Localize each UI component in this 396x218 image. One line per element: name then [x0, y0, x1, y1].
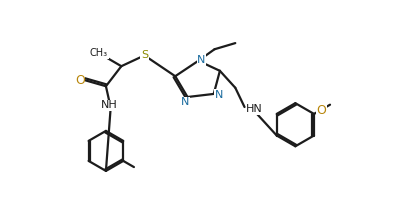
- Text: S: S: [141, 50, 148, 60]
- Text: HN: HN: [246, 104, 263, 114]
- Text: N: N: [181, 97, 189, 107]
- Text: N: N: [215, 90, 223, 100]
- Text: N: N: [197, 55, 206, 65]
- Text: O: O: [316, 104, 326, 117]
- Text: CH₃: CH₃: [90, 48, 108, 58]
- Text: NH: NH: [101, 100, 117, 111]
- Text: O: O: [75, 73, 85, 87]
